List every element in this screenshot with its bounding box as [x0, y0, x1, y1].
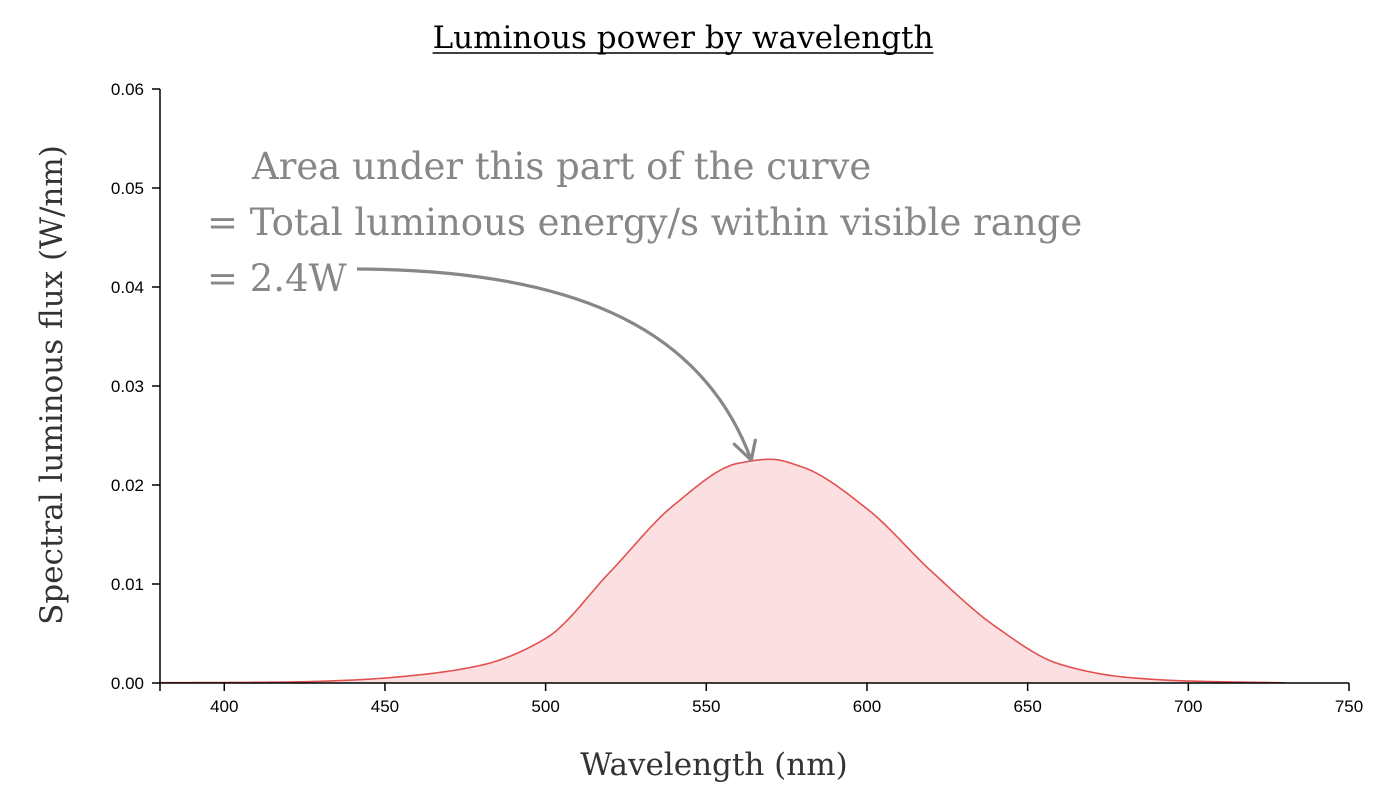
- annotation-line-3: = 2.4W: [207, 257, 347, 300]
- annotation-arrow: [356, 267, 753, 461]
- plot-area: [159, 458, 1285, 684]
- annotation: Area under this part of the curve = Total…: [207, 145, 1082, 462]
- x-tick-label: 700: [1174, 697, 1202, 716]
- y-tick-label: 0.01: [111, 575, 144, 594]
- chart-title: Luminous power by wavelength: [433, 20, 934, 56]
- y-tick-label: 0.04: [111, 278, 144, 297]
- y-tick-label: 0.02: [111, 476, 144, 495]
- x-tick-label: 650: [1013, 697, 1041, 716]
- y-axis-title: Spectral luminous flux (W/nm): [34, 145, 70, 625]
- axes: 0.00 0.01 0.02 0.03 0.04 0.05 0.06 400 450 500 550…: [111, 80, 1363, 716]
- y-tick-label: 0.03: [111, 377, 144, 396]
- annotation-line-2: = Total luminous energy/s within visible…: [207, 201, 1082, 244]
- x-tick-label: 500: [531, 697, 559, 716]
- y-tick-label: 0.05: [111, 179, 144, 198]
- x-tick-label: 400: [210, 697, 238, 716]
- y-tick-label: 0.06: [111, 80, 144, 99]
- x-tick-label: 450: [371, 697, 399, 716]
- x-tick-label: 600: [853, 697, 881, 716]
- y-tick-label: 0.00: [111, 674, 144, 693]
- x-tick-label: 550: [692, 697, 720, 716]
- annotation-line-1: Area under this part of the curve: [251, 145, 871, 188]
- series-line-0: [159, 458, 1285, 684]
- series-area-0: [160, 459, 1285, 683]
- annotation-arrowhead: [732, 438, 757, 462]
- x-tick-label: 750: [1335, 697, 1363, 716]
- x-axis-title: Wavelength (nm): [580, 747, 847, 783]
